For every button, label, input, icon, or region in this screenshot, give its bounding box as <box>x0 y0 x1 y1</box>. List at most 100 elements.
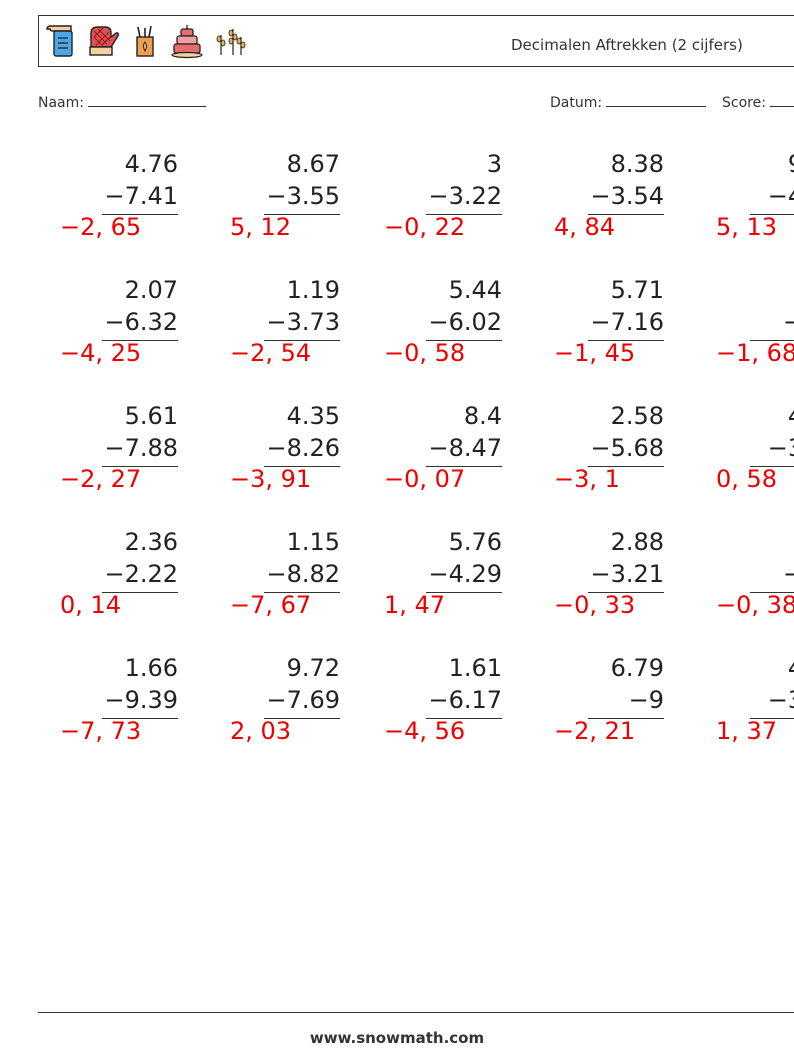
minuend: 4.76 <box>124 150 178 178</box>
answer-rule <box>264 214 340 215</box>
wheat-icon <box>216 29 246 55</box>
minuend: 5.71 <box>610 276 664 304</box>
subtrahend: −3.54 <box>590 182 664 210</box>
subtrahend: −6.17 <box>428 686 502 714</box>
answer-rule <box>750 340 794 341</box>
utensil-holder-icon <box>136 25 154 57</box>
answer-rule <box>750 214 794 215</box>
subtraction-problem: 5.71 −7.16 −1, 45 <box>534 276 664 396</box>
subtraction-problem: 5.76 −4.29 1, 47 <box>372 528 502 648</box>
answer: −4, 25 <box>60 339 142 367</box>
answer-rule <box>588 592 664 593</box>
subtraction-problem: 8.38 −3.54 4, 84 <box>534 150 664 270</box>
subtrahend: −7.88 <box>104 434 178 462</box>
subtraction-problem: 1.61 −6.17 −4, 56 <box>372 654 502 774</box>
subtrahend: −3.21 <box>590 560 664 588</box>
answer-rule <box>264 466 340 467</box>
subtrahend: −3.73 <box>266 308 340 336</box>
date-line <box>606 94 707 107</box>
score-label: Score: <box>722 95 766 111</box>
header-icons <box>43 21 247 61</box>
answer-rule <box>588 466 664 467</box>
answer: 5, 12 <box>230 213 292 241</box>
name-label: Naam: <box>38 95 84 111</box>
answer: −1, 68 <box>716 339 794 367</box>
subtraction-problem: 5.44 −6.02 −0, 58 <box>372 276 502 396</box>
minuend: 5.61 <box>124 402 178 430</box>
score-line <box>769 94 794 107</box>
subtraction-problem: 3 −3.22 −0, 22 <box>372 150 502 270</box>
minuend: 1.61 <box>448 654 502 682</box>
subtrahend: −3. <box>782 560 794 588</box>
subtrahend: −3.55 <box>266 182 340 210</box>
answer: −3, 1 <box>554 465 620 493</box>
minuend: 4.35 <box>286 402 340 430</box>
subtraction-problem: 8.4 −8.47 −0, 07 <box>372 402 502 522</box>
score-field: Score: <box>722 94 794 111</box>
subtrahend: −5.68 <box>590 434 664 462</box>
answer: −7, 73 <box>60 717 142 745</box>
subtrahend: −9.39 <box>104 686 178 714</box>
subtrahend: −4.29 <box>428 560 502 588</box>
date-field: Datum: <box>550 94 707 111</box>
subtrahend: −7.16 <box>590 308 664 336</box>
subtraction-problem: 1.66 −9.39 −7, 73 <box>48 654 178 774</box>
answer: −3, 91 <box>230 465 312 493</box>
subtrahend: −7.69 <box>266 686 340 714</box>
minuend: 5.76 <box>448 528 502 556</box>
layer-cake-icon <box>171 25 203 59</box>
oven-mitt-icon <box>89 26 119 56</box>
name-line <box>88 94 206 107</box>
minuend: 8.38 <box>610 150 664 178</box>
answer-rule <box>426 214 502 215</box>
answer: −4, 56 <box>384 717 466 745</box>
subtrahend: −3.22 <box>428 182 502 210</box>
minuend: 8.67 <box>286 150 340 178</box>
subtrahend: −9 <box>628 686 664 714</box>
answer-rule <box>426 592 502 593</box>
answer: −1, 45 <box>554 339 636 367</box>
answer-rule <box>588 340 664 341</box>
subtrahend: −4.8 <box>767 182 794 210</box>
minuend: 1.19 <box>286 276 340 304</box>
subtraction-problem: 2.−3.−0, 38 <box>696 528 794 648</box>
answer-rule <box>264 340 340 341</box>
minuend: 8.4 <box>463 402 502 430</box>
answer: −0, 07 <box>384 465 466 493</box>
subtraction-problem: 9.9 −4.8 5, 13 <box>696 150 794 270</box>
answer: −2, 21 <box>554 717 636 745</box>
measuring-jug-icon <box>46 25 73 57</box>
subtraction-problem: 4.5 −3.9 0, 58 <box>696 402 794 522</box>
answer-rule <box>426 718 502 719</box>
subtraction-problem: 1.15 −8.82 −7, 67 <box>210 528 340 648</box>
subtrahend: −8.26 <box>266 434 340 462</box>
answer: −7, 67 <box>230 591 312 619</box>
answer-rule <box>102 214 178 215</box>
minuend: 1.66 <box>124 654 178 682</box>
subtraction-problem: 6.79 −9 −2, 21 <box>534 654 664 774</box>
answer: −2, 54 <box>230 339 312 367</box>
minuend: 2.07 <box>124 276 178 304</box>
subtraction-problem: 2.07 −6.32 −4, 25 <box>48 276 178 396</box>
answer: −0, 22 <box>384 213 466 241</box>
subtraction-problem: 2.88 −3.21 −0, 33 <box>534 528 664 648</box>
answer-rule <box>750 592 794 593</box>
subtrahend: −8.82 <box>266 560 340 588</box>
answer-rule <box>102 718 178 719</box>
minuend: 6.79 <box>610 654 664 682</box>
answer: 4, 84 <box>554 213 616 241</box>
minuend: 5.44 <box>448 276 502 304</box>
subtraction-problem: 4.35 −8.26 −3, 91 <box>210 402 340 522</box>
answer-rule <box>588 718 664 719</box>
minuend: 3 <box>486 150 502 178</box>
answer-rule <box>264 592 340 593</box>
minuend: 1.15 <box>286 528 340 556</box>
answer: −0, 38 <box>716 591 794 619</box>
answer: 2, 03 <box>230 717 292 745</box>
subtrahend: −8.47 <box>428 434 502 462</box>
footer-divider <box>38 1012 794 1013</box>
worksheet-header: Decimalen Aftrekken (2 cijfers) <box>38 15 794 67</box>
minuend: 4.8 <box>788 654 794 682</box>
subtrahend: −3.5 <box>767 686 794 714</box>
answer: 0, 14 <box>60 591 122 619</box>
